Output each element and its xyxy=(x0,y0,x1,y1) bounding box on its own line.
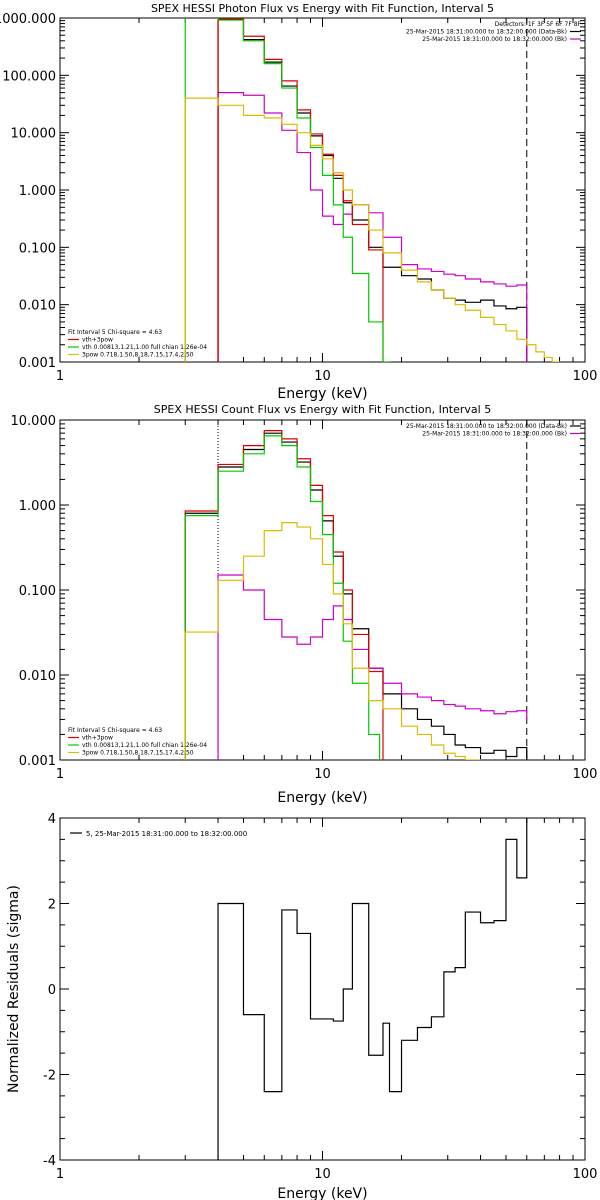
x-tick-label: 1 xyxy=(56,767,64,782)
x-tick-label: 100 xyxy=(573,1167,598,1182)
y-tick-label: 4 xyxy=(48,812,56,827)
y-tick-label: 0.001 xyxy=(19,356,56,371)
series-line-bk xyxy=(217,91,528,362)
x-axis-label: Energy (keV) xyxy=(277,1186,367,1200)
x-tick-label: 1 xyxy=(56,1167,64,1182)
y-tick-label: 2 xyxy=(48,898,56,913)
fit-legend-entry: 3pow 0.718,1.50,8.18,7.15,17.4,2.50 xyxy=(82,352,194,359)
chart-panel-1: SPEX HESSI Photon Flux vs Energy with Fi… xyxy=(0,2,597,402)
chart-panel-2: SPEX HESSI Count Flux vs Energy with Fit… xyxy=(11,403,598,806)
fit-legend-entry: vth+3pow xyxy=(82,735,113,742)
fit-legend-entry: vth 0.00813,1.21,1.00 full chian 1.26e-0… xyxy=(82,742,207,749)
fit-legend-entry: vth 0.00813,1.21,1.00 full chian 1.26e-0… xyxy=(82,344,207,351)
chart-panel-3: 1 10 100 Energy (keV) -4 -2 0 2 4 Normalized Resi… xyxy=(6,812,597,1200)
y-axis-label: Normalized Residuals (sigma) xyxy=(6,885,22,1093)
series-group xyxy=(217,818,528,1160)
fit-legend-entry: 3pow 0.718,1.50,8.18,7.15,17.4,2.50 xyxy=(82,750,194,757)
x-tick-label: 10 xyxy=(314,369,331,384)
x-tick-label: 100 xyxy=(573,369,598,384)
legend-entry: 25-Mar-2015 18:31:00.000 to 18:32:00.000… xyxy=(422,431,567,438)
fit-legend-entry: Fit Interval 5 Chi-square = 4.63 xyxy=(68,329,162,336)
y-tick-label: 100.000 xyxy=(2,69,56,84)
y-tick-label: 0 xyxy=(48,983,56,998)
series-line-5-25-mar-2015-18-31-00-000-to-18-32-00-000 xyxy=(217,818,528,1160)
chart-title: SPEX HESSI Count Flux vs Energy with Fit… xyxy=(154,403,491,416)
y-tick-label: 10.000 xyxy=(11,414,57,429)
series-line-vth xyxy=(184,18,391,362)
series-line-vth xyxy=(184,435,381,760)
series-group xyxy=(184,430,528,760)
y-tick-label: 10.000 xyxy=(11,127,57,142)
legend-entry: 5, 25-Mar-2015 18:31:00.000 to 18:32:00.… xyxy=(86,830,247,838)
x-tick-label: 1 xyxy=(56,369,64,384)
y-tick-label: 1.000 xyxy=(19,499,56,514)
x-tick-label: 100 xyxy=(573,767,598,782)
x-axis-label: Energy (keV) xyxy=(277,386,367,402)
legend-entry: 25-Mar-2015 18:31:00.000 to 18:32:00.000… xyxy=(406,423,567,430)
series-line-3pow xyxy=(184,97,561,362)
y-tick-label: 0.100 xyxy=(19,584,56,599)
legend-entry: Detectors: 1F 3F 5F 6F 7F 8F xyxy=(495,21,582,28)
series-line-3pow xyxy=(184,522,482,760)
fit-legend-entry: vth+3pow xyxy=(82,337,113,344)
y-tick-label: 1.000 xyxy=(19,184,56,199)
x-tick-label: 10 xyxy=(314,767,331,782)
y-tick-label: -4 xyxy=(43,1154,56,1169)
y-tick-label: -2 xyxy=(43,1069,56,1084)
legend-entry: 25-Mar-2015 18:31:00.000 to 18:32:00.000… xyxy=(422,36,567,43)
y-tick-label: 0.100 xyxy=(19,241,56,256)
y-tick-label: 0.010 xyxy=(19,299,56,314)
fit-legend-entry: Fit Interval 5 Chi-square = 4.63 xyxy=(68,727,162,734)
x-axis-label: Energy (keV) xyxy=(277,790,367,806)
series-group xyxy=(184,18,561,362)
y-tick-label: 0.001 xyxy=(19,754,56,769)
y-tick-label: 0.010 xyxy=(19,669,56,684)
x-tick-label: 10 xyxy=(314,1167,331,1182)
series-line-vth-3pow xyxy=(217,18,384,362)
y-tick-label: 1000.000 xyxy=(0,12,56,27)
chart-title: SPEX HESSI Photon Flux vs Energy with Fi… xyxy=(151,2,494,15)
legend-entry: 25-Mar-2015 18:31:00.000 to 18:32:00.000… xyxy=(406,29,567,36)
